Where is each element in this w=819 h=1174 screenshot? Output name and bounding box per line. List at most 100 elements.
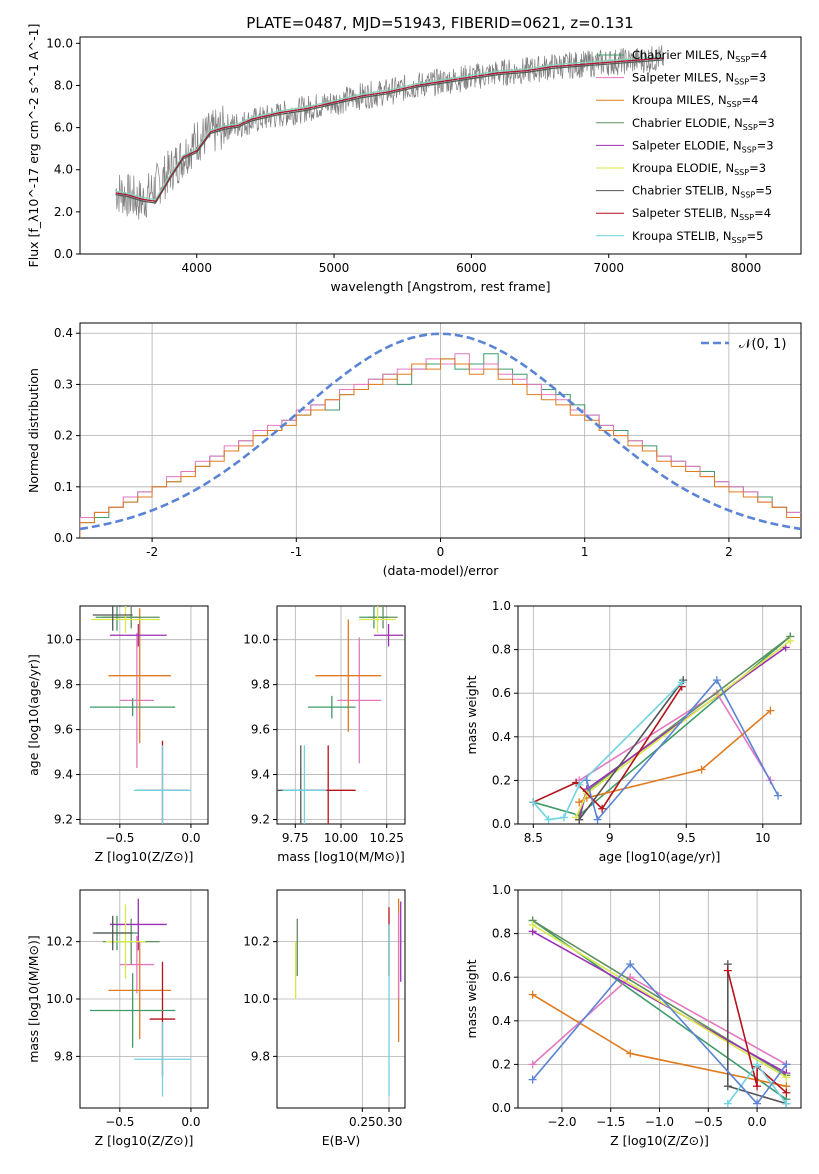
y-tick-label: 10.0 xyxy=(243,633,270,647)
y-axis-label: Normed distribution xyxy=(26,368,41,493)
weight-line-7 xyxy=(532,686,683,810)
x-tick-label: −1.5 xyxy=(596,1115,625,1129)
y-tick-label: 10.0 xyxy=(46,633,73,647)
x-tick-label: -2 xyxy=(146,545,158,559)
axes-frame xyxy=(79,889,209,1109)
y-axis-label: mass weight xyxy=(464,959,479,1038)
x-tick-label: −0.5 xyxy=(105,831,134,845)
weight-line-6 xyxy=(578,679,684,821)
y-tick-label: 0.8 xyxy=(492,927,511,941)
legend-gaussian-label: 𝒩(0, 1) xyxy=(739,337,786,352)
y-tick-label: 9.8 xyxy=(54,678,73,692)
y-tick-label: 0.2 xyxy=(492,773,511,787)
y-tick-label: 9.6 xyxy=(54,723,73,737)
x-axis-label: mass [log10(M/M⊙)] xyxy=(277,849,405,864)
histogram-2 xyxy=(80,358,801,538)
weight-marker xyxy=(786,636,795,645)
axes-frame xyxy=(276,889,406,1109)
weight-marker xyxy=(723,1099,732,1108)
weight-marker xyxy=(529,798,538,807)
weight-marker xyxy=(697,765,706,774)
legend-entry-8: Kroupa STELIB, NSSP=5 xyxy=(632,229,763,245)
model-line-6 xyxy=(115,59,664,204)
weight-marker xyxy=(593,815,602,824)
weight-marker xyxy=(782,1099,791,1108)
weight-marker xyxy=(598,804,607,813)
x-tick-label: 0.0 xyxy=(181,1115,200,1129)
x-axis-label: Z [log10(Z/Z⊙)] xyxy=(95,849,194,864)
x-tick-label: 0 xyxy=(437,545,445,559)
legend-entry-7: Salpeter STELIB, NSSP=4 xyxy=(632,206,771,222)
legend-entry-4: Salpeter ELODIE, NSSP=3 xyxy=(632,138,774,154)
weight-vs-Z-panel: −2.0 −1.5 −1.0 −0.5 0.0 0.0 0.2 0.4 0.6 0.8 1.0 Z [… xyxy=(464,883,802,1148)
weight-marker xyxy=(677,678,686,687)
weight-marker xyxy=(723,1082,732,1091)
weight-marker xyxy=(766,706,775,715)
x-tick-label: 9 xyxy=(606,831,614,845)
y-tick-label: 0.0 xyxy=(492,817,511,831)
y-tick-label: 9.8 xyxy=(251,1049,270,1063)
x-tick-label: −0.5 xyxy=(694,1115,723,1129)
y-tick-label: 10.2 xyxy=(46,935,73,949)
x-axis-label: E(B-V) xyxy=(322,1133,361,1148)
x-tick-label: 7000 xyxy=(593,261,624,275)
weight-marker xyxy=(528,1075,537,1084)
y-tick-label: 0.1 xyxy=(54,480,73,494)
spectrum-plot-area xyxy=(115,45,664,220)
x-tick-label: 0.30 xyxy=(376,1115,403,1129)
weight-marker xyxy=(774,791,783,800)
weight-line-2 xyxy=(578,709,771,803)
y-tick-label: 1.0 xyxy=(492,599,511,613)
x-tick-label: −2.0 xyxy=(547,1115,576,1129)
weight-marker xyxy=(753,1082,762,1091)
weight-marker xyxy=(782,1060,791,1069)
weight-line-5 xyxy=(532,924,787,1079)
x-tick-label: 5000 xyxy=(319,261,350,275)
y-tick-label: 9.4 xyxy=(251,768,270,782)
x-tick-label: −0.5 xyxy=(105,1115,134,1129)
data-spectrum-line xyxy=(115,45,664,220)
x-axis-label: age [log10(age/yr)] xyxy=(599,849,721,864)
y-tick-label: 0.2 xyxy=(492,1057,511,1071)
x-axis-label: Z [log10(Z/Z⊙)] xyxy=(95,1133,194,1148)
y-tick-label: 9.2 xyxy=(251,813,270,827)
y-tick-label: 0.4 xyxy=(492,730,511,744)
weight-marker xyxy=(575,780,584,789)
x-tick-label: 9.5 xyxy=(677,831,696,845)
x-tick-label: 2 xyxy=(725,545,733,559)
x-tick-label: -1 xyxy=(290,545,302,559)
weight-line-9 xyxy=(531,962,788,1105)
y-tick-label: 10.2 xyxy=(243,935,270,949)
x-axis-label: wavelength [Angstrom, rest frame] xyxy=(330,279,550,294)
x-tick-label: 8000 xyxy=(731,261,762,275)
y-tick-label: 0.6 xyxy=(492,970,511,984)
weight-marker xyxy=(575,815,584,824)
y-tick-label: 8.0 xyxy=(54,78,73,92)
y-tick-label: 0.0 xyxy=(492,1101,511,1115)
y-tick-label: 9.2 xyxy=(54,813,73,827)
y-tick-label: 10.0 xyxy=(46,36,73,50)
weight-vs-age-plot-area xyxy=(529,632,795,824)
y-tick-label: 10.0 xyxy=(46,992,73,1006)
weight-marker xyxy=(528,990,537,999)
x-tick-label: 9.75 xyxy=(282,831,309,845)
residuals-plot-area xyxy=(80,332,801,538)
weight-marker xyxy=(559,813,568,822)
spectrum-panel: 4000 5000 6000 7000 8000 0.0 2.0 4.0 6.0 8.0 10.0 w… xyxy=(26,24,802,294)
x-tick-label: 10.25 xyxy=(370,831,404,845)
weight-marker xyxy=(712,676,721,685)
residuals-panel: -2 -1 0 1 2 0.0 0.1 0.2 0.3 0.4 (data-model)/error… xyxy=(26,322,802,578)
age-vs-mass-panel: 9.75 10.00 10.25 9.2 9.4 9.6 9.8 10.0 mass [log1… xyxy=(243,605,406,864)
legend-entry-0: Chabrier MILES, NSSP=4 xyxy=(632,48,767,64)
y-tick-label: 1.0 xyxy=(492,883,511,897)
axes-frame xyxy=(79,36,802,255)
weight-marker xyxy=(753,1099,762,1108)
x-tick-label: 0.0 xyxy=(748,1115,767,1129)
y-tick-label: 6.0 xyxy=(54,121,73,135)
legend-entry-1: Salpeter MILES, NSSP=3 xyxy=(632,71,766,87)
legend-entry-2: Kroupa MILES, NSSP=4 xyxy=(632,93,758,109)
y-tick-label: 2.0 xyxy=(54,205,73,219)
weight-marker xyxy=(544,815,553,824)
y-tick-label: 0.3 xyxy=(54,377,73,391)
